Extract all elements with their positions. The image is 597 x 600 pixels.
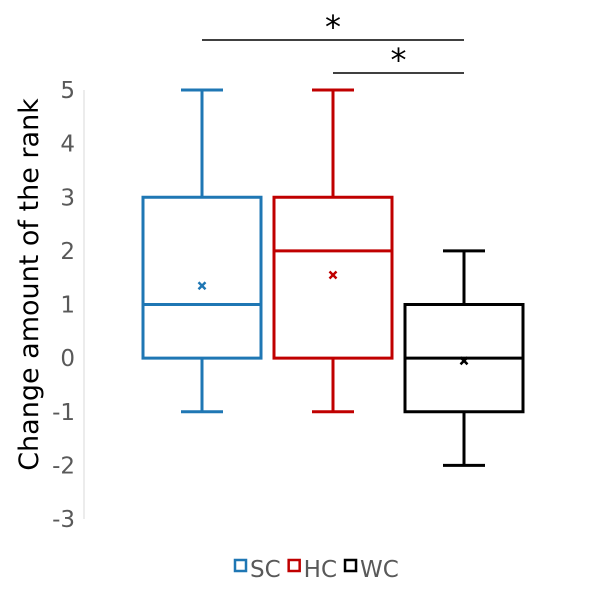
y-tick-labels: 5 4 3 2 1 0 -1 -2 -3: [52, 78, 75, 533]
y-tick-label: 0: [60, 346, 75, 372]
legend-item-wc: WC: [343, 557, 399, 583]
box-series-sc: [141, 88, 263, 414]
legend-label: WC: [360, 557, 399, 583]
significance-star: *: [325, 8, 341, 46]
y-tick-label: 4: [60, 132, 75, 158]
significance-brackets: **: [202, 8, 464, 79]
box-series-hc: [272, 88, 394, 414]
legend-swatch: [233, 558, 248, 573]
box-series-wc: [403, 249, 525, 467]
legend-item-sc: SC: [233, 557, 281, 583]
y-tick-label: 5: [60, 78, 75, 104]
legend-swatch: [287, 558, 301, 573]
legend-swatch: [343, 558, 358, 573]
box-series-group: [141, 88, 525, 467]
legend-item-hc: HC: [287, 557, 337, 583]
mean-marker-stroke: [197, 281, 207, 291]
legend-label: SC: [250, 557, 281, 583]
mean-marker: [459, 356, 469, 366]
mean-marker-stroke: [459, 356, 469, 366]
box-iqr: [272, 195, 394, 360]
y-axis-title: Change amount of the rank: [14, 98, 45, 471]
mean-marker-stroke: [328, 270, 338, 280]
box-iqr: [141, 195, 263, 360]
y-tick-label: -1: [52, 400, 75, 426]
mean-marker: [328, 270, 338, 280]
mean-marker: [197, 281, 207, 291]
y-tick-label: 3: [60, 185, 75, 211]
significance-star: *: [391, 41, 407, 79]
y-tick-label: 1: [60, 293, 75, 319]
legend: SC HC WC: [233, 557, 399, 583]
legend-label: HC: [304, 557, 337, 583]
y-tick-label: 2: [60, 239, 75, 265]
y-tick-label: -3: [52, 507, 75, 533]
y-tick-label: -2: [52, 453, 75, 479]
